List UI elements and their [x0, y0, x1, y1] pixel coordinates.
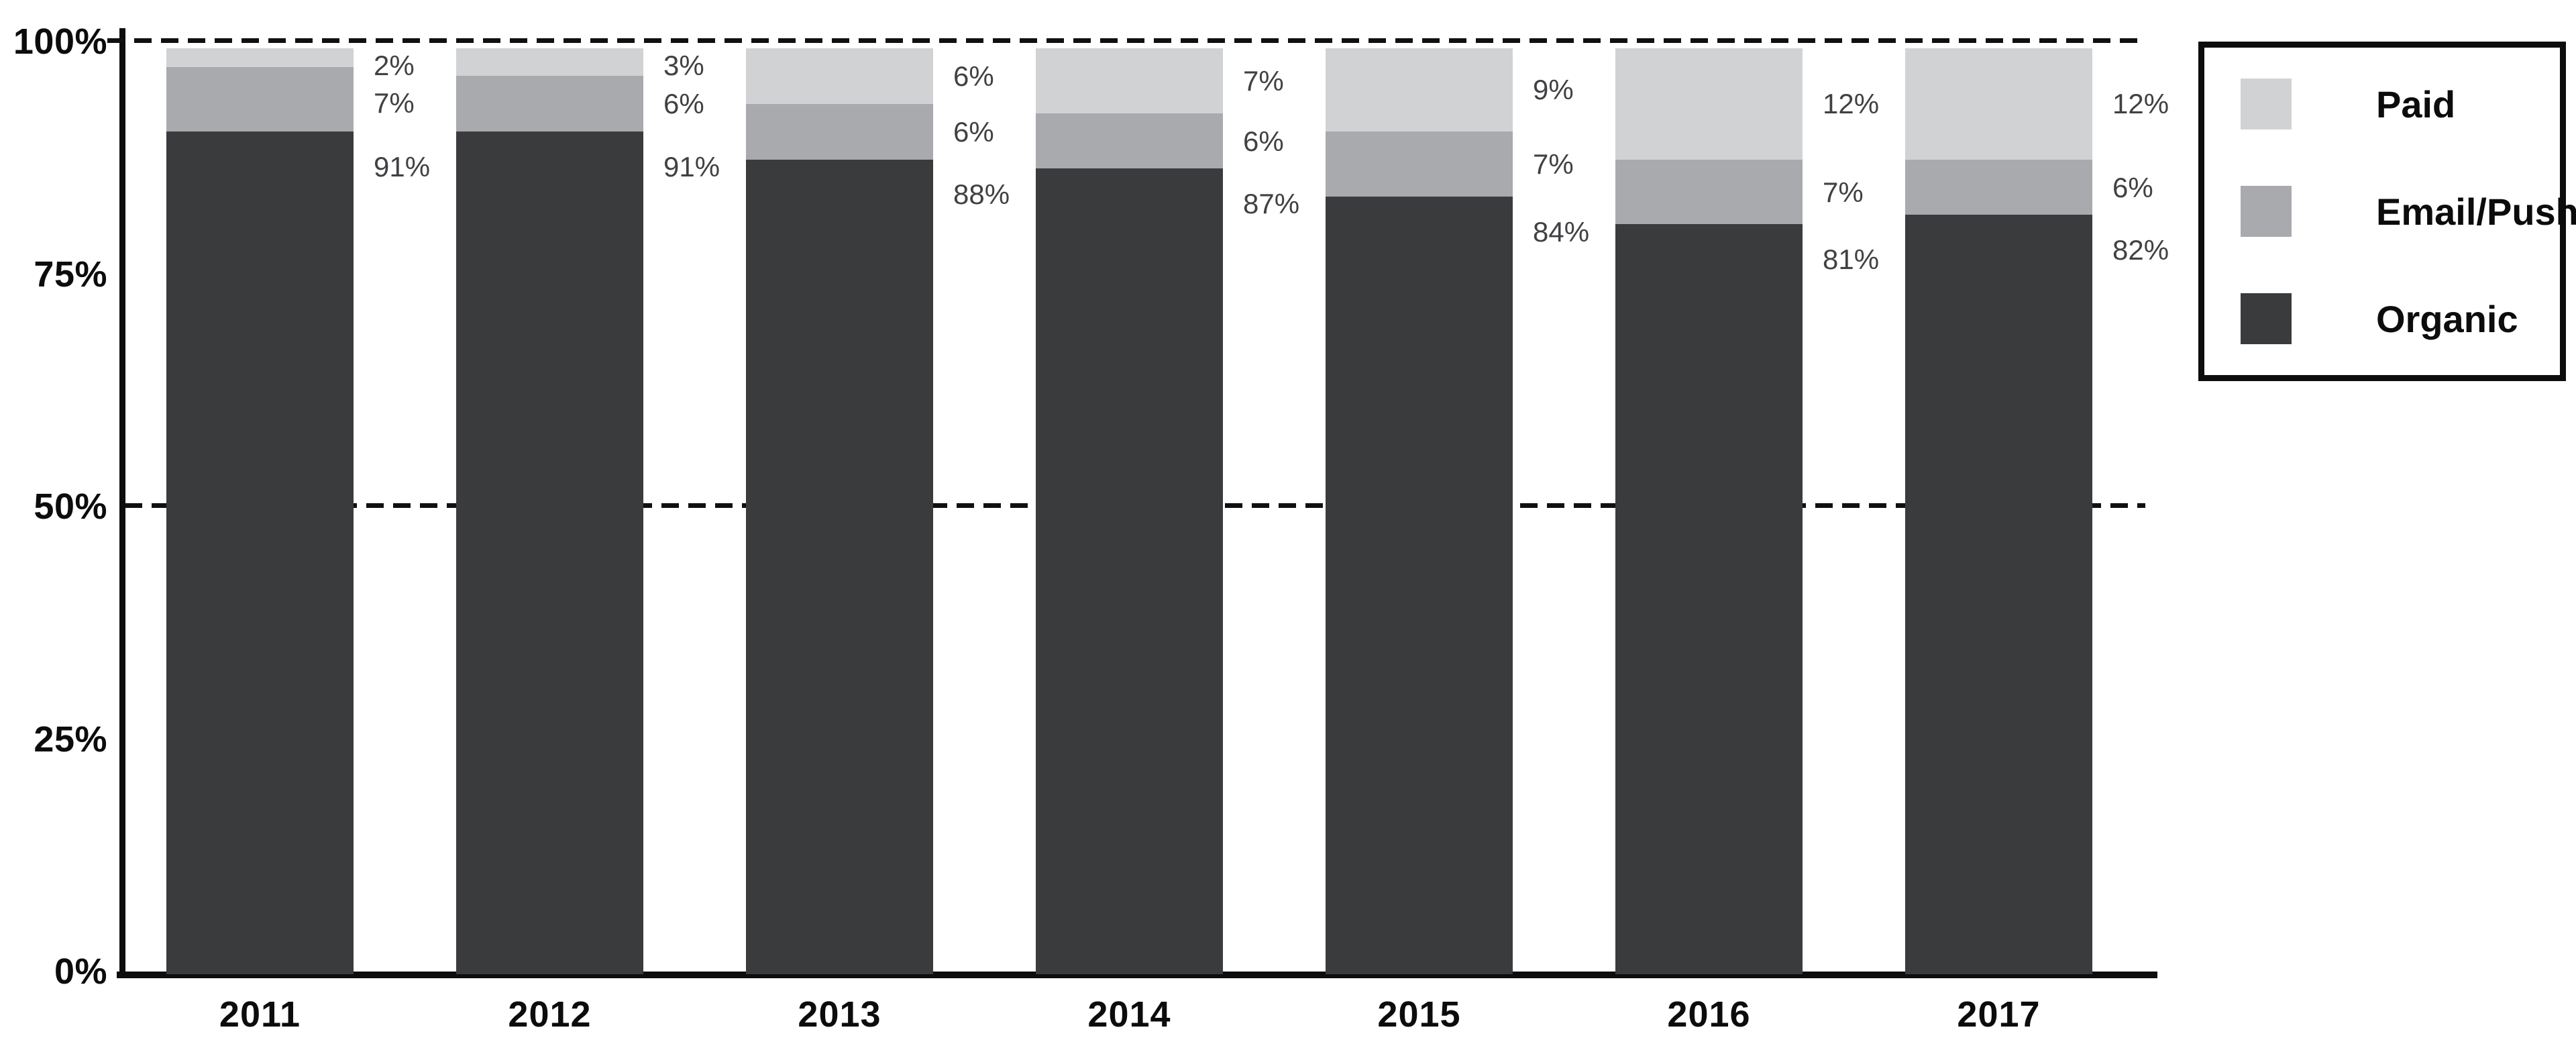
- data-label-organic-2012: 91%: [663, 150, 720, 182]
- legend-item-organic: Organic: [2241, 293, 2560, 344]
- bar-2016: [1615, 48, 1803, 974]
- bar-segment-organic-2011: [166, 132, 354, 974]
- data-label-paid-2013: 6%: [953, 60, 994, 92]
- legend-item-paid: Paid: [2241, 79, 2560, 129]
- bar-2015: [1326, 48, 1513, 974]
- legend-label-email-push: Email/Push: [2376, 190, 2576, 233]
- y-axis-tick-label-50: 50%: [34, 486, 107, 527]
- legend-label-paid: Paid: [2376, 83, 2456, 125]
- data-label-organic-2017: 82%: [2112, 234, 2169, 266]
- legend-label-organic: Organic: [2376, 297, 2518, 340]
- data-label-organic-2015: 84%: [1533, 215, 1590, 248]
- bar-segment-organic-2017: [1905, 215, 2092, 974]
- legend-swatch-email-push: [2241, 186, 2292, 237]
- bar-segment-email-push-2013: [746, 103, 933, 160]
- gridline-100-percent: [107, 38, 2145, 43]
- y-axis-tick-label-75: 75%: [34, 254, 107, 295]
- legend-swatch-paid: [2241, 79, 2292, 129]
- x-axis-label-2011: 2011: [219, 994, 301, 1035]
- bar-segment-organic-2012: [456, 132, 643, 974]
- data-label-organic-2016: 81%: [1823, 244, 1880, 276]
- x-axis-label-2014: 2014: [1087, 994, 1171, 1035]
- bar-segment-paid-2011: [166, 48, 354, 67]
- bar-segment-email-push-2012: [456, 76, 643, 132]
- data-label-email-push-2015: 7%: [1533, 148, 1574, 180]
- legend: Paid Email/Push Organic: [2198, 42, 2576, 381]
- x-axis-line: [117, 972, 2157, 978]
- bar-2012: [456, 48, 643, 974]
- data-label-paid-2017: 12%: [2112, 88, 2169, 120]
- x-axis-label-2015: 2015: [1377, 994, 1461, 1035]
- y-axis-tick-label-100: 100%: [13, 21, 107, 62]
- data-label-paid-2011: 2%: [374, 50, 415, 81]
- y-axis-tick-label-25: 25%: [34, 719, 107, 760]
- legend-swatch-organic: [2241, 293, 2292, 344]
- legend-item-email-push: Email/Push: [2241, 186, 2576, 237]
- bar-segment-organic-2013: [746, 159, 933, 974]
- data-label-email-push-2012: 6%: [663, 88, 704, 120]
- data-label-organic-2011: 91%: [374, 150, 431, 182]
- bar-segment-email-push-2016: [1615, 159, 1803, 225]
- y-axis-line: [119, 28, 125, 978]
- x-axis-label-2016: 2016: [1667, 994, 1751, 1035]
- data-label-email-push-2017: 6%: [2112, 171, 2153, 203]
- bar-2014: [1036, 48, 1223, 974]
- data-label-email-push-2013: 6%: [953, 115, 994, 148]
- bar-segment-email-push-2015: [1326, 132, 1513, 197]
- bar-segment-paid-2012: [456, 48, 643, 76]
- data-label-email-push-2014: 6%: [1243, 125, 1284, 157]
- bar-segment-organic-2016: [1615, 224, 1803, 974]
- bar-segment-paid-2017: [1905, 48, 2092, 160]
- bar-segment-organic-2014: [1036, 168, 1223, 974]
- data-label-email-push-2011: 7%: [374, 87, 415, 119]
- data-label-paid-2012: 3%: [663, 50, 704, 81]
- data-label-organic-2013: 88%: [953, 178, 1010, 211]
- data-label-email-push-2016: 7%: [1823, 176, 1864, 208]
- bar-2011: [166, 48, 354, 974]
- data-label-paid-2016: 12%: [1823, 88, 1880, 120]
- bar-segment-email-push-2011: [166, 66, 354, 132]
- bar-segment-paid-2015: [1326, 48, 1513, 132]
- bar-2013: [746, 48, 933, 974]
- bar-segment-paid-2013: [746, 48, 933, 104]
- data-label-paid-2014: 7%: [1243, 64, 1284, 97]
- bar-segment-paid-2016: [1615, 48, 1803, 160]
- data-label-paid-2015: 9%: [1533, 74, 1574, 106]
- x-axis-label-2017: 2017: [1957, 994, 2041, 1035]
- y-axis-tick-label-0: 0%: [54, 951, 107, 992]
- x-axis-label-2013: 2013: [798, 994, 881, 1035]
- bar-segment-email-push-2017: [1905, 159, 2092, 215]
- bar-2017: [1905, 48, 2092, 974]
- bar-segment-organic-2015: [1326, 196, 1513, 974]
- x-axis-label-2012: 2012: [508, 994, 592, 1035]
- bar-segment-paid-2014: [1036, 48, 1223, 113]
- bar-segment-email-push-2014: [1036, 113, 1223, 169]
- data-label-organic-2014: 87%: [1243, 188, 1300, 220]
